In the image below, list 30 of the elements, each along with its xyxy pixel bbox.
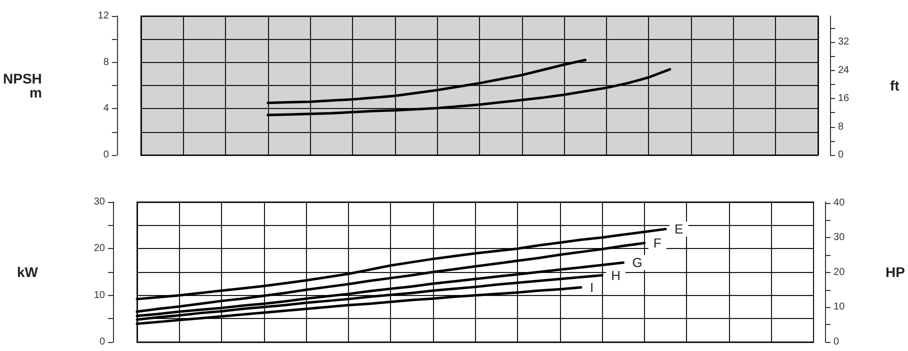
y2-tick-label: 24 <box>838 64 850 76</box>
y2-axis-title: ft <box>890 78 900 94</box>
y-tick-label: 0 <box>103 150 110 160</box>
series-label: H <box>611 268 621 283</box>
y2-tick-label: 16 <box>838 93 850 104</box>
y2-tick-label: 0 <box>838 150 844 160</box>
series-label: F <box>653 236 662 251</box>
y2-tick-label: 30 <box>834 232 846 244</box>
y-tick-label: 10 <box>94 290 106 301</box>
y-tick-label: 12 <box>98 10 110 22</box>
y-tick-label: 30 <box>94 196 106 208</box>
y-tick-label: 0 <box>99 336 106 348</box>
y2-tick-label: 20 <box>834 266 846 278</box>
y-tick-label: 4 <box>103 103 110 114</box>
line-series <box>266 68 672 116</box>
series-label: E <box>674 222 684 237</box>
y-tick-label: 20 <box>94 243 106 254</box>
y-axis-title: NPSH m <box>2 70 42 100</box>
y-axis-title: kW <box>17 264 39 280</box>
y2-tick-label: 0 <box>834 336 840 348</box>
y-tick-label: 8 <box>103 56 110 68</box>
y2-axis-title: HP <box>886 264 906 280</box>
line-series <box>266 58 586 104</box>
series-label: G <box>632 255 642 270</box>
line-series <box>136 228 667 300</box>
y2-tick-label: 40 <box>834 197 846 208</box>
y2-tick-label: 8 <box>838 121 844 132</box>
series-label: I <box>590 280 594 295</box>
y2-tick-label: 10 <box>834 302 846 313</box>
y2-tick-label: 32 <box>838 36 850 48</box>
